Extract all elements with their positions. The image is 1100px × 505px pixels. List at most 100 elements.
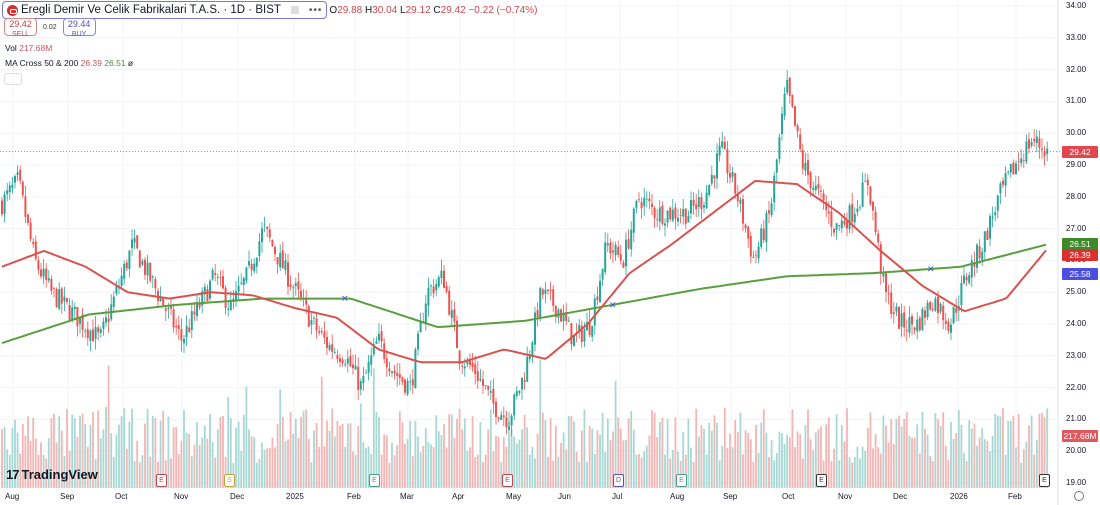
candle-body (911, 316, 913, 325)
candle-body (895, 306, 898, 312)
symbol-title: Eregli Demir Ve Celik Fabrikalari T.A.S.… (21, 4, 281, 16)
candle-body (664, 223, 666, 226)
event-marker[interactable]: E (502, 474, 513, 487)
candle-body (549, 289, 552, 291)
volume-bar (786, 434, 789, 488)
tradingview-logo[interactable]: 17 TradingView (6, 467, 98, 482)
candle-body (934, 298, 937, 311)
volume-bar (773, 460, 776, 488)
volume-bar (630, 410, 633, 488)
settings-gear-icon[interactable] (1074, 491, 1084, 501)
candle-body (349, 356, 352, 367)
event-marker[interactable]: E (369, 474, 380, 487)
candle-body (580, 325, 583, 342)
candle-body (167, 307, 170, 310)
volume-bar (307, 439, 310, 488)
candle-body (393, 370, 396, 374)
volume-bar (658, 422, 661, 488)
volume-bar (102, 429, 105, 488)
volume-bar (253, 437, 256, 488)
flag-icon[interactable] (290, 6, 299, 14)
candle-body (86, 328, 89, 338)
volume-bar (32, 417, 35, 488)
candle-body (162, 298, 165, 306)
volume-bar (219, 417, 222, 488)
chart-header: Eregli Demir Ve Celik Fabrikalari T.A.S.… (2, 1, 537, 19)
candle-body (201, 291, 204, 306)
event-marker[interactable]: E (156, 474, 167, 487)
volume-bar (651, 410, 653, 488)
volume-bar (354, 454, 357, 488)
volume-bar (461, 429, 464, 488)
candle-body (123, 263, 126, 279)
volume-bar (71, 414, 74, 488)
volume-bar (567, 416, 570, 488)
volume-bar (872, 448, 874, 488)
volume-bar (409, 420, 412, 488)
volume-bar (632, 429, 635, 488)
candle-body (583, 329, 586, 342)
volume-bar (1, 429, 3, 488)
event-marker[interactable]: E (676, 474, 687, 487)
candle-body (245, 267, 248, 281)
volume-bar (560, 443, 562, 488)
event-marker[interactable]: E (1039, 474, 1050, 487)
candle-body (1004, 173, 1007, 186)
volume-bar (817, 429, 820, 488)
volume-bar (913, 437, 916, 488)
volume-bar (242, 414, 245, 488)
candle-body (307, 306, 310, 327)
volume-bar (125, 449, 128, 488)
volume-bar (92, 411, 94, 488)
sell-button[interactable]: 29.42 SELL (4, 18, 37, 38)
candle-body (859, 207, 861, 209)
candle-body (240, 282, 243, 284)
candle-body (1022, 160, 1025, 161)
candle-body (229, 301, 232, 311)
candle-body (612, 250, 614, 253)
volume-bar (739, 412, 742, 488)
volume-bar (866, 427, 869, 488)
volume-bar (838, 460, 841, 488)
candle-body (515, 391, 518, 397)
volume-legend[interactable]: Vol 217.68M (5, 43, 53, 53)
buy-button[interactable]: 29.44 BUY (62, 18, 96, 38)
time-tick: Feb (1008, 492, 1022, 501)
ma-cross-legend[interactable]: MA Cross 50 & 200 26.39 26.51 ø (5, 58, 134, 68)
event-marker[interactable]: E (816, 474, 827, 487)
volume-bar (931, 461, 934, 488)
volume-bar (541, 412, 544, 488)
volume-bar (86, 447, 89, 488)
candle-body (388, 368, 391, 372)
volume-bar (8, 454, 11, 488)
volume-bar (89, 424, 92, 488)
volume-bar (580, 430, 583, 488)
candle-body (305, 298, 308, 305)
volume-bar (700, 425, 703, 488)
candle-body (149, 262, 152, 281)
candle-body (518, 390, 521, 394)
candle-body (385, 358, 388, 368)
volume-bar (1015, 447, 1017, 488)
more-icon[interactable]: ••• (308, 4, 323, 16)
event-marker[interactable]: D (613, 474, 624, 487)
candle-body (1020, 158, 1023, 164)
event-marker[interactable]: S (224, 474, 235, 487)
candle-body (807, 160, 809, 176)
volume-bar (1028, 425, 1030, 488)
collapse-legend-button[interactable] (4, 73, 22, 85)
candle-body (778, 137, 781, 159)
candle-body (359, 381, 362, 390)
volume-bar (466, 451, 469, 488)
volume-bar (1012, 415, 1015, 488)
volume-bar (744, 430, 747, 488)
volume-bar (320, 376, 323, 488)
price-tick: 29.00 (1066, 160, 1087, 169)
candle-body (541, 289, 544, 295)
symbol-title-box[interactable]: Eregli Demir Ve Celik Fabrikalari T.A.S.… (2, 1, 328, 19)
candle-body (266, 226, 269, 230)
candle-body (973, 262, 976, 267)
volume-bar (422, 445, 425, 488)
price-tick: 21.00 (1066, 414, 1087, 424)
